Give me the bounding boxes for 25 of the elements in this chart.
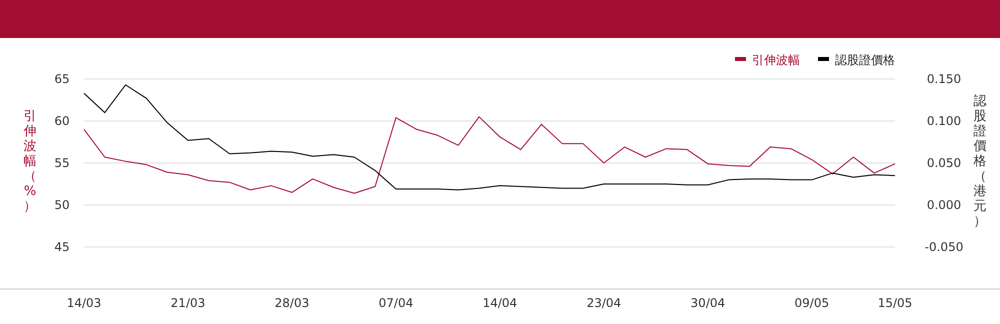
line-series	[84, 84, 896, 190]
y2-tick-label: 0.150	[926, 72, 962, 86]
x-tick-label: 30/04	[690, 296, 726, 310]
y-tick-label: 60	[54, 114, 70, 128]
text: 認股證價格（港元）	[974, 94, 986, 229]
y-tick-label: 65	[54, 72, 70, 86]
x-tick-label: 28/03	[274, 296, 310, 310]
legend-label: 認股證價格	[835, 53, 895, 67]
y2-tick-label: 0.050	[926, 156, 962, 170]
x-tick-label: 14/03	[66, 296, 102, 310]
y2-tick-label: 0.000	[926, 198, 962, 212]
y-tick-label: 50	[54, 198, 70, 212]
y-tick-label: 55	[54, 156, 70, 170]
y-axis-title: 引伸波幅（%）	[22, 109, 36, 214]
x-tick-label: 14/04	[482, 296, 518, 310]
y2-tick-label: -0.050	[924, 240, 964, 254]
line-series	[84, 116, 896, 194]
x-tick-label: 15/05	[878, 296, 912, 310]
y2-tick-label: 0.100	[926, 114, 962, 128]
legend-label: 引伸波幅	[752, 53, 800, 67]
y-tick-label: 45	[54, 240, 70, 254]
x-tick-label: 21/03	[170, 296, 206, 310]
x-tick-label: 07/04	[378, 296, 414, 310]
x-tick-label: 09/05	[794, 296, 830, 310]
x-tick-label: 23/04	[586, 296, 622, 310]
